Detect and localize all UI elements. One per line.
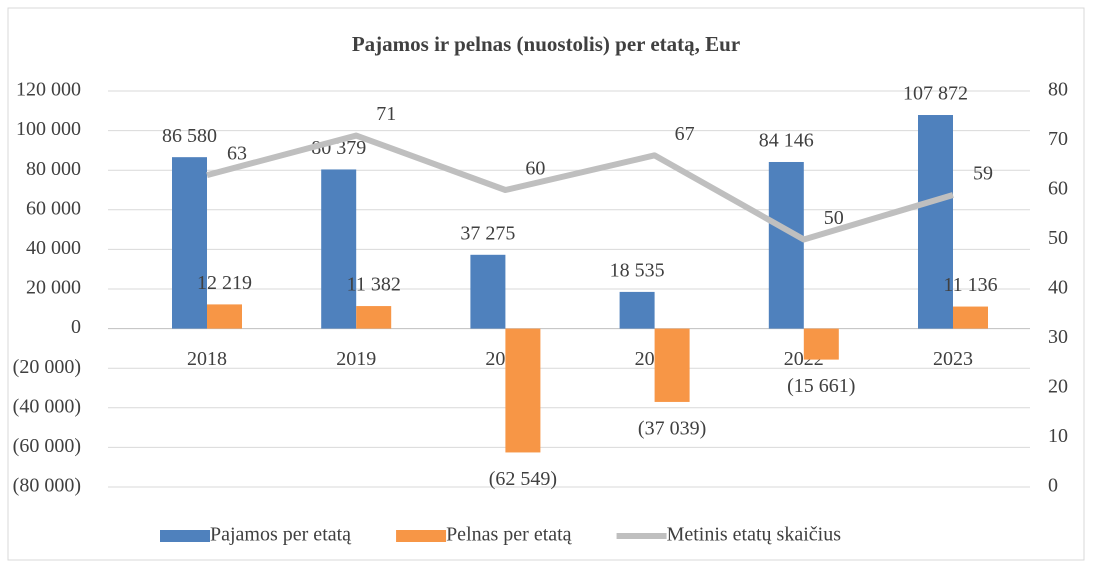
line-label: 50 <box>824 207 844 229</box>
bar <box>953 306 988 329</box>
bar <box>619 291 655 329</box>
data-label: 107 872 <box>903 83 968 105</box>
data-label: (15 661) <box>787 375 855 397</box>
bar <box>803 328 839 360</box>
y2-tick-label: 50 <box>1048 227 1068 249</box>
y2-tick-label: 60 <box>1048 178 1068 200</box>
legend-swatch <box>396 530 447 542</box>
data-label: 37 275 <box>460 222 515 244</box>
line <box>206 132 954 243</box>
y-tick-label: 120 000 <box>16 79 81 101</box>
bar <box>470 254 506 329</box>
x-tick-label: 2019 <box>336 348 376 370</box>
y-tick-label: 40 000 <box>26 237 81 259</box>
y-tick-label: 100 000 <box>16 118 81 140</box>
x-tick-label: 2023 <box>933 348 973 370</box>
y2-tick-label: 70 <box>1048 128 1068 150</box>
bar <box>505 328 541 453</box>
y-tick-label: (40 000) <box>13 395 81 417</box>
bar <box>768 161 804 329</box>
y-tick-label: (60 000) <box>13 435 81 457</box>
bar <box>918 115 953 329</box>
y-tick-label: 20 000 <box>26 277 81 299</box>
y-tick-label: 60 000 <box>26 197 81 219</box>
data-label: 12 219 <box>197 272 252 294</box>
data-label: 86 580 <box>162 125 217 147</box>
bar <box>356 306 392 329</box>
x-tick-label: 2018 <box>187 348 227 370</box>
legend-label: Metinis etatų skaičius <box>667 524 842 546</box>
y2-tick-label: 40 <box>1048 277 1068 299</box>
line-label: 67 <box>675 123 695 145</box>
bar <box>207 304 242 329</box>
y2-tick-label: 20 <box>1048 376 1068 398</box>
data-label: 11 382 <box>347 274 401 296</box>
line-label: 60 <box>525 158 545 180</box>
legend-swatch <box>160 530 210 542</box>
y2-tick-label: 80 <box>1048 79 1068 101</box>
legend-label: Pelnas per etatą <box>446 524 573 546</box>
chart-title: Pajamos ir pelnas (nuostolis) per etatą,… <box>352 32 740 56</box>
data-label: (62 549) <box>489 468 557 490</box>
bar <box>654 328 690 402</box>
y-tick-label: (80 000) <box>13 475 81 497</box>
legend-label: Pajamos per etatą <box>210 524 352 546</box>
y2-tick-label: 10 <box>1048 425 1068 447</box>
y-tick-label: 0 <box>71 316 81 338</box>
y-tick-label: (20 000) <box>13 356 81 378</box>
bar <box>172 157 207 329</box>
data-label: 18 535 <box>610 259 665 281</box>
y2-tick-label: 30 <box>1048 326 1068 348</box>
y-tick-label: 80 000 <box>26 158 81 180</box>
data-label: 11 136 <box>943 274 997 296</box>
line-label: 63 <box>227 143 247 165</box>
line-label: 71 <box>376 103 396 125</box>
y2-tick-label: 0 <box>1048 475 1058 497</box>
bar <box>321 169 357 329</box>
line-label: 59 <box>973 163 993 185</box>
data-label: 84 146 <box>759 130 814 152</box>
data-label: (37 039) <box>638 418 706 440</box>
